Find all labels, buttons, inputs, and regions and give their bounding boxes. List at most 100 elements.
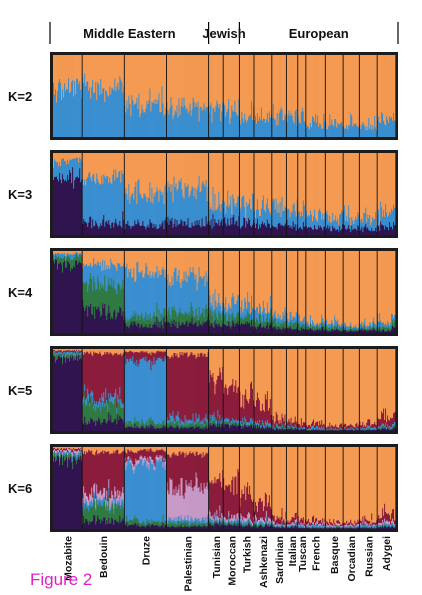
admixture-bar-segment: [150, 202, 152, 223]
admixture-bar-segment: [125, 351, 127, 365]
admixture-bar-segment: [161, 349, 163, 352]
admixture-bar-segment: [355, 328, 357, 331]
admixture-bar-segment: [195, 55, 197, 103]
admixture-bar-segment: [328, 331, 330, 333]
admixture-bar-segment: [109, 251, 111, 270]
admixture-bar-segment: [197, 185, 199, 225]
admixture-bar-segment: [153, 193, 155, 225]
admixture-bar-segment: [183, 271, 185, 316]
admixture-bar-segment: [239, 229, 241, 235]
admixture-bar-segment: [245, 251, 247, 302]
admixture-bar-segment: [77, 253, 79, 257]
admixture-bar-segment: [69, 361, 71, 431]
admixture-bar-segment: [281, 329, 283, 333]
admixture-bar-segment: [328, 349, 330, 427]
admixture-bar-segment: [336, 127, 338, 137]
admixture-bar-segment: [113, 280, 115, 312]
admixture-bar-segment: [181, 189, 183, 221]
admixture-bar-segment: [106, 220, 108, 235]
admixture-bar-segment: [197, 224, 199, 235]
admixture-bar-segment: [80, 350, 82, 353]
admixture-bar-segment: [80, 358, 82, 431]
admixture-bar-segment: [143, 321, 145, 327]
admixture-bar-segment: [364, 318, 366, 325]
admixture-bar-segment: [340, 55, 342, 124]
admixture-bar-segment: [116, 86, 118, 137]
admixture-bar-segment: [173, 176, 175, 224]
admixture-bar-segment: [187, 357, 189, 421]
admixture-bar-segment: [145, 55, 147, 109]
admixture-bar-segment: [184, 251, 186, 281]
admixture-bar-segment: [349, 430, 351, 431]
admixture-bar-segment: [87, 226, 89, 235]
admixture-bar-segment: [297, 324, 300, 331]
admixture-bar-segment: [127, 424, 129, 427]
admixture-bar-segment: [239, 326, 241, 333]
admixture-bar-segment: [301, 349, 304, 426]
admixture-bar-segment: [267, 349, 270, 411]
admixture-bar-segment: [214, 219, 216, 235]
admixture-bar-segment: [237, 153, 239, 197]
admixture-bar-segment: [235, 421, 237, 423]
admixture-bar-segment: [305, 430, 308, 431]
admixture-bar-segment: [102, 349, 104, 355]
admixture-bar-segment: [59, 263, 61, 333]
admixture-bar-segment: [223, 427, 225, 431]
admixture-bar-segment: [58, 448, 60, 450]
admixture-bar-segment: [211, 122, 213, 137]
admixture-bar-segment: [326, 55, 328, 130]
admixture-bar-segment: [377, 214, 379, 226]
admixture-bar-segment: [251, 226, 253, 235]
admixture-bar-segment: [128, 426, 130, 431]
admixture-bar-segment: [140, 427, 142, 431]
admixture-bar-segment: [284, 114, 286, 137]
admixture-bar-segment: [180, 288, 182, 314]
admixture-bar-segment: [233, 419, 235, 423]
admixture-bar-segment: [321, 128, 323, 137]
admixture-bar-segment: [351, 427, 353, 429]
admixture-bar-segment: [94, 153, 96, 182]
admixture-bar-segment: [214, 309, 216, 321]
admixture-bar-segment: [336, 349, 338, 427]
admixture-bar-segment: [260, 427, 263, 431]
admixture-bar-segment: [78, 262, 80, 333]
admixture-bar-segment: [116, 177, 118, 224]
admixture-bar-segment: [154, 227, 156, 235]
admixture-bar-segment: [157, 349, 159, 352]
admixture-bar-segment: [236, 202, 238, 221]
admixture-bar-segment: [231, 224, 233, 235]
admixture-bar-segment: [200, 276, 202, 315]
admixture-bar-segment: [211, 414, 213, 421]
admixture-bar-segment: [166, 423, 168, 427]
admixture-bar-segment: [154, 424, 156, 428]
admixture-bar-segment: [168, 349, 170, 357]
admixture-bar-segment: [171, 153, 173, 185]
admixture-bar-segment: [333, 153, 335, 222]
admixture-bar-segment: [80, 354, 82, 359]
admixture-bar-segment: [184, 415, 186, 422]
admixture-bar-segment: [189, 349, 191, 355]
admixture-bar-segment: [313, 349, 315, 420]
admixture-bar-segment: [206, 281, 208, 309]
admixture-bar-segment: [224, 387, 226, 419]
admixture-bar-segment: [243, 428, 245, 431]
admixture-bar-segment: [138, 363, 140, 422]
admixture-bar-segment: [380, 419, 382, 427]
admixture-bar-segment: [234, 153, 236, 204]
admixture-bar-segment: [129, 427, 131, 431]
admixture-bar-segment: [60, 179, 62, 235]
admixture-bar-segment: [116, 349, 118, 353]
admixture-bar-segment: [313, 424, 315, 429]
admixture-bar-segment: [330, 428, 332, 430]
admixture-bar-segment: [105, 397, 107, 423]
admixture-bar-segment: [197, 251, 199, 283]
admixture-bar-segment: [133, 364, 135, 423]
admixture-bar-segment: [125, 251, 127, 268]
admixture-bar-segment: [374, 323, 376, 328]
admixture-bar-segment: [368, 425, 370, 429]
admixture-bar-segment: [234, 385, 236, 421]
admixture-bar-segment: [385, 408, 387, 423]
admixture-bar-segment: [303, 153, 306, 206]
admixture-bar-segment: [240, 124, 242, 137]
admixture-bar-segment: [154, 353, 156, 365]
